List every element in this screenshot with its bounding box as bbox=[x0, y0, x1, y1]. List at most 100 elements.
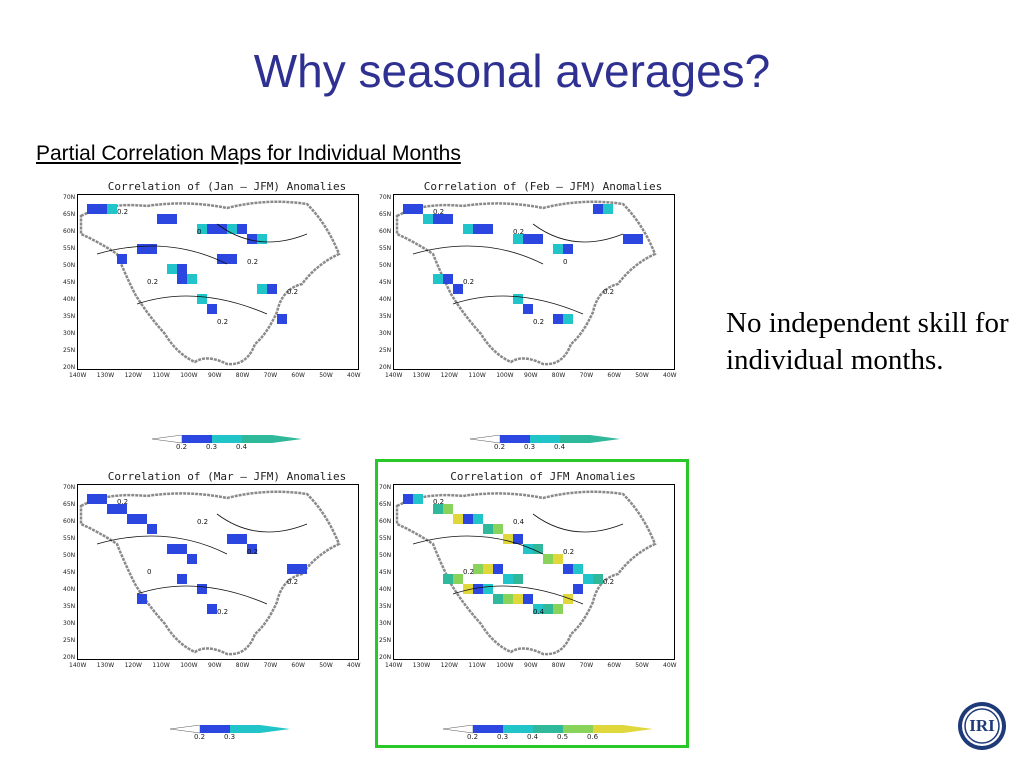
contour-line bbox=[216, 513, 308, 533]
correlation-cell bbox=[403, 494, 413, 504]
longitude-label: 60W bbox=[291, 662, 305, 669]
latitude-label: 35N bbox=[379, 313, 392, 320]
correlation-cell bbox=[237, 534, 247, 544]
contour-label: 0.2 bbox=[433, 498, 444, 506]
longitude-label: 90W bbox=[208, 662, 222, 669]
colorbar-tick: 0.4 bbox=[554, 443, 566, 451]
correlation-cell bbox=[413, 494, 423, 504]
latitude-label: 45N bbox=[63, 279, 76, 286]
map-frame bbox=[77, 194, 359, 370]
contour-line bbox=[532, 223, 624, 243]
longitude-label: 40W bbox=[347, 662, 361, 669]
latitude-label: 55N bbox=[63, 535, 76, 542]
longitude-label: 50W bbox=[635, 372, 649, 379]
longitude-label: 50W bbox=[635, 662, 649, 669]
longitude-label: 70W bbox=[579, 662, 594, 669]
longitude-label: 60W bbox=[607, 662, 621, 669]
jfm-highlight-box bbox=[375, 459, 689, 748]
longitude-label: 130W bbox=[412, 372, 431, 379]
longitude-label: 80W bbox=[235, 662, 250, 669]
colorbar-segment bbox=[473, 725, 503, 733]
colorbar-tick: 0.2 bbox=[176, 443, 188, 451]
correlation-cell bbox=[533, 604, 543, 614]
latitude-label: 30N bbox=[379, 620, 392, 627]
colorbar: 0.2 0.3 0.4 0.5 0.6 bbox=[442, 722, 653, 741]
map-title: Correlation of (Mar – JFM) Anomalies bbox=[107, 470, 347, 483]
correlation-cell bbox=[503, 594, 513, 604]
contour-label: 0.2 bbox=[287, 578, 298, 586]
longitude-label: 90W bbox=[524, 662, 538, 669]
latitude-label: 50N bbox=[63, 552, 76, 559]
correlation-cell bbox=[117, 504, 127, 514]
latitude-label: 50N bbox=[379, 262, 392, 269]
colorbar-tick: 0.4 bbox=[527, 733, 539, 741]
longitude-label: 40W bbox=[663, 662, 677, 669]
correlation-cell bbox=[573, 564, 583, 574]
correlation-map: 0.2 0.4 0.2 0.2 0.4 0.2 bbox=[393, 484, 675, 660]
coastline bbox=[79, 200, 341, 366]
longitude-label: 120W bbox=[440, 372, 458, 379]
correlation-cell bbox=[177, 264, 187, 274]
correlation-cell bbox=[453, 284, 463, 294]
colorbar-segment bbox=[563, 725, 593, 733]
side-note: No independent skill for individual mont… bbox=[726, 307, 1009, 376]
contour-line bbox=[136, 585, 268, 605]
correlation-cell bbox=[523, 594, 533, 604]
correlation-cell bbox=[553, 554, 563, 564]
colorbar-segment bbox=[182, 435, 212, 443]
latitude-label: 70N bbox=[379, 484, 392, 491]
correlation-cell bbox=[473, 514, 483, 524]
correlation-cell bbox=[227, 224, 237, 234]
latitude-label: 55N bbox=[379, 535, 392, 542]
longitude-label: 130W bbox=[96, 662, 115, 669]
correlation-cell bbox=[237, 224, 247, 234]
correlation-cell bbox=[633, 234, 643, 244]
longitude-label: 110W bbox=[152, 372, 170, 379]
latitude-label: 60N bbox=[63, 518, 76, 525]
correlation-cell bbox=[433, 504, 443, 514]
colorbar-segment bbox=[230, 725, 260, 733]
contour-line bbox=[412, 245, 544, 265]
longitude-label: 110W bbox=[152, 662, 170, 669]
longitude-label: 100W bbox=[180, 372, 198, 379]
coastline bbox=[395, 490, 657, 656]
contour-line bbox=[452, 585, 584, 605]
longitude-label: 140W bbox=[385, 662, 403, 669]
contour-label: 0.2 bbox=[217, 318, 228, 326]
correlation-cell bbox=[443, 214, 453, 224]
coastline bbox=[79, 490, 341, 656]
correlation-cell bbox=[563, 564, 573, 574]
latitude-label: 45N bbox=[379, 569, 392, 576]
latitude-label: 20N bbox=[63, 364, 76, 371]
contour-label: 0.2 bbox=[247, 548, 258, 556]
correlation-cell bbox=[513, 574, 523, 584]
longitude-label: 40W bbox=[663, 372, 677, 379]
correlation-cell bbox=[603, 204, 613, 214]
correlation-map: 0.2 0.2 0 0.2 0.2 0.2 bbox=[77, 484, 359, 660]
longitude-label: 100W bbox=[496, 662, 514, 669]
colorbar-swatches bbox=[151, 434, 302, 444]
colorbar-segment bbox=[212, 435, 242, 443]
contour-label: 0.2 bbox=[563, 548, 574, 556]
longitude-label: 110W bbox=[468, 662, 486, 669]
latitude-label: 65N bbox=[379, 211, 392, 218]
longitude-label: 100W bbox=[496, 372, 514, 379]
correlation-cell bbox=[483, 224, 493, 234]
colorbar-swatches bbox=[169, 724, 290, 734]
correlation-map-panel: Correlation of (Jan – JFM) Anomalies 0.2 0… bbox=[63, 180, 377, 385]
colorbar-segment bbox=[530, 435, 560, 443]
correlation-cell bbox=[127, 514, 137, 524]
correlation-cell bbox=[473, 584, 483, 594]
latitude-label: 35N bbox=[63, 313, 76, 320]
correlation-cell bbox=[493, 524, 503, 534]
longitude-label: 120W bbox=[124, 372, 142, 379]
correlation-cell bbox=[473, 224, 483, 234]
latitude-label: 35N bbox=[379, 603, 392, 610]
correlation-cell bbox=[257, 284, 267, 294]
contour-label: 0.4 bbox=[533, 608, 545, 616]
colorbar-segment bbox=[503, 725, 533, 733]
longitude-label: 70W bbox=[263, 372, 278, 379]
colorbar-tick: 0.2 bbox=[494, 443, 506, 451]
latitude-label: 50N bbox=[63, 262, 76, 269]
colorbar-tick: 0.3 bbox=[224, 733, 236, 741]
